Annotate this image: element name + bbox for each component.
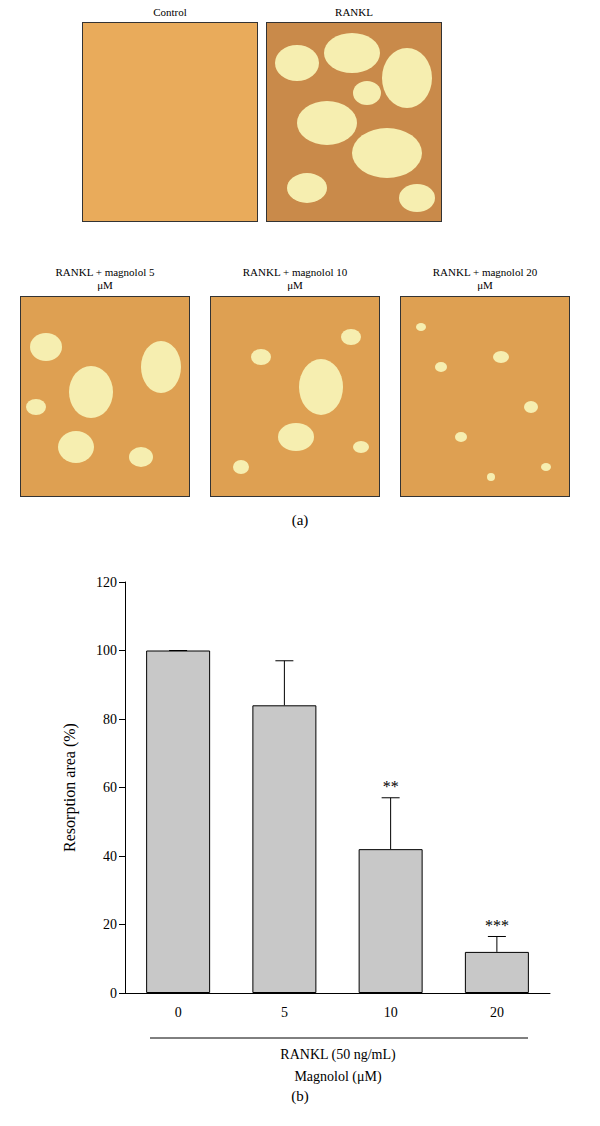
html-text:RANKL + magnolol 5 μM: RANKL + magnolol 5 μM [55,266,155,291]
svg-text:10: 10 [384,1005,398,1020]
svg-text:20: 20 [103,917,117,932]
svg-text:60: 60 [103,780,117,795]
html-text:RANKL + magnolol 20 μM: RANKL + magnolol 20 μM [432,266,538,291]
svg-text:0: 0 [110,986,117,1001]
svg-text:**: ** [383,778,399,795]
svg-text:100: 100 [96,643,117,658]
html-text:RANKL: RANKL [335,6,373,18]
svg-text:0: 0 [175,1005,182,1020]
html-text:(a): (a) [291,512,309,528]
svg-text:RANKL (50 ng/mL): RANKL (50 ng/mL) [280,1047,396,1063]
svg-text:40: 40 [103,849,117,864]
svg-text:5: 5 [281,1005,288,1020]
svg-text:Magnolol (μM): Magnolol (μM) [294,1069,382,1085]
svg-text:120: 120 [96,575,117,590]
svg-text:20: 20 [490,1005,504,1020]
html-text:Control: Control [153,6,187,18]
svg-text:***: *** [485,917,509,934]
svg-text:Resorption area (%): Resorption area (%) [61,723,79,852]
html-text:(b): (b) [291,1088,309,1104]
html-text:RANKL + magnolol 10 μM: RANKL + magnolol 10 μM [242,266,348,291]
svg-text:80: 80 [103,712,117,727]
